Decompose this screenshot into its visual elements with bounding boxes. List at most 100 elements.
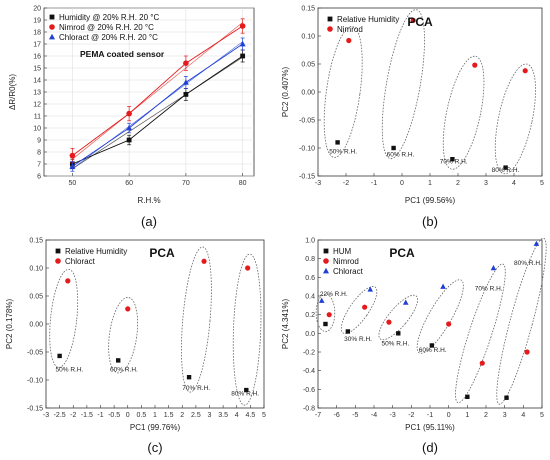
chart-panel-a: 50 60 70 80 6 7 8 9 10 11 12 13 14 15 16 17 18 19 20 R.H.%… [8, 6, 255, 229]
x-tick-label: -6 [334, 412, 340, 419]
data-point [57, 353, 62, 359]
x-axis-label: R.H.% [137, 196, 160, 205]
group-label: 80% R.H. [492, 167, 520, 174]
data-point [240, 53, 246, 59]
group-label: 60% R.H. [387, 151, 415, 158]
x-tick-label: 4.5 [246, 412, 256, 419]
chart-title: PCA [407, 15, 433, 29]
panel-label: (c) [147, 440, 162, 455]
group-ellipse [416, 279, 464, 354]
data-point [503, 165, 508, 170]
panel-label: (a) [141, 214, 157, 229]
data-point [335, 140, 340, 145]
group-label: 70% R.H. [182, 385, 210, 392]
y-tick-label: -0.05 [299, 118, 315, 125]
y-tick-label: -0.15 [299, 174, 315, 181]
x-tick-label: 50 [68, 180, 76, 187]
data-point [472, 62, 478, 68]
data-point [318, 297, 325, 303]
legend-label: Humidity @ 20% R.H. 20 °C [59, 13, 159, 22]
y-axis-label: PC2 (4.341%) [281, 299, 290, 350]
data-point [524, 349, 530, 355]
y-tick-label: 18 [33, 30, 41, 37]
x-tick-label: 3.5 [218, 412, 228, 419]
x-tick-label: 5 [540, 412, 544, 419]
x-tick-label: 60 [125, 180, 133, 187]
data-point [182, 79, 189, 85]
y-tick-label: 13 [33, 90, 41, 97]
x-tick-label: 0 [400, 180, 404, 187]
data-point [345, 329, 351, 334]
group-ellipse [496, 237, 547, 405]
tick-labels: 50 60 70 80 6 7 8 9 10 11 12 13 14 15 16 17 18 19 20 [33, 6, 246, 188]
chart-panel-b: -3 -2 -1 0 1 2 3 4 5 -0.15 -0.10 -0.05 0.00 0.05 0.10 0… [281, 6, 544, 230]
data-point [183, 60, 189, 66]
legend-marker [49, 24, 55, 30]
data-point [116, 358, 121, 363]
data-point [362, 304, 368, 310]
series-line [72, 25, 243, 156]
data-point [244, 387, 249, 393]
group-label: 60% R.H. [110, 367, 138, 374]
x-tick-label: 1 [153, 412, 157, 419]
x-tick-label: -2 [343, 180, 349, 187]
data-point [186, 375, 192, 380]
x-tick-label: -0.5 [108, 412, 120, 419]
x-tick-label: 3 [208, 412, 212, 419]
data-point [446, 321, 452, 327]
x-tick-label: 3 [484, 180, 488, 187]
y-tick-label: 12 [33, 102, 41, 109]
group-ellipse [181, 246, 212, 393]
group-label: 50% R.H. [381, 340, 409, 347]
fit-line [72, 56, 243, 170]
y-tick-label: 10 [33, 126, 41, 133]
x-tick-label: -1 [427, 412, 433, 419]
group-ellipse [378, 294, 419, 341]
data-marks: 50% R.H. 60% R.H. 70% R.H. 80% R.H. [323, 9, 536, 175]
y-tick-label: -0.10 [27, 378, 43, 385]
group-label: 30% R.H. [344, 336, 372, 343]
y-tick-label: 0.00 [29, 322, 43, 329]
group-label: 50% R.H. [329, 149, 357, 156]
panel-label: (b) [422, 214, 438, 229]
y-axis-label: PC2 (0.178%) [5, 299, 14, 350]
legend-label: Chloract @ 20% R.H. 20 °C [59, 33, 158, 42]
x-tick-label: 1 [465, 412, 469, 419]
legend-label: Nimrod [337, 25, 363, 34]
y-tick-label: -0.15 [27, 406, 43, 413]
x-axis-label: PC1 (99.56%) [405, 196, 456, 205]
data-point [410, 17, 416, 23]
x-tick-label: -2.5 [54, 412, 66, 419]
y-tick-label: 0.00 [301, 90, 315, 97]
y-tick-label: 0.6 [305, 275, 315, 282]
data-point [429, 343, 435, 348]
group-label: 70% R.H. [440, 159, 468, 166]
series-line [72, 43, 243, 167]
group-label: 70% R.H. [475, 285, 503, 292]
group-ellipse [323, 26, 363, 158]
data-point [533, 240, 540, 246]
x-tick-label: 2 [456, 180, 460, 187]
panel-label: (d) [422, 440, 438, 455]
data-point [479, 360, 485, 366]
x-tick-label: -3 [390, 412, 396, 419]
series-line [72, 55, 243, 165]
y-tick-label: 16 [33, 54, 41, 61]
legend-marker [327, 16, 333, 22]
data-point [126, 124, 133, 131]
x-tick-label: 1 [428, 180, 432, 187]
x-axis-label: PC1 (99.76%) [130, 423, 181, 432]
data-point [402, 299, 409, 305]
tick-labels: -7 -6 -5 -4 -3 -2 -1 0 1 2 3 4 5 -0.8 -0.6 -0.4 -0.2 0.0 0… [303, 238, 544, 420]
y-tick-label: -0.2 [303, 350, 315, 357]
group-ellipse [315, 293, 336, 332]
chart-panel-c: -3 -2.5 -2 -1.5 -1 -0.5 0 0.5 1 1.5 2 2.5 3 3.5 4 4.5 5 -… [5, 238, 266, 456]
legend-label: HUM [333, 247, 352, 256]
x-tick-label: 3 [503, 412, 507, 419]
group-label: 50% R.H. [56, 367, 84, 374]
y-tick-label: 0.15 [29, 238, 43, 245]
x-tick-label: 80 [239, 180, 247, 187]
legend-label: Relative Humidity [65, 247, 127, 256]
data-point [386, 319, 392, 325]
